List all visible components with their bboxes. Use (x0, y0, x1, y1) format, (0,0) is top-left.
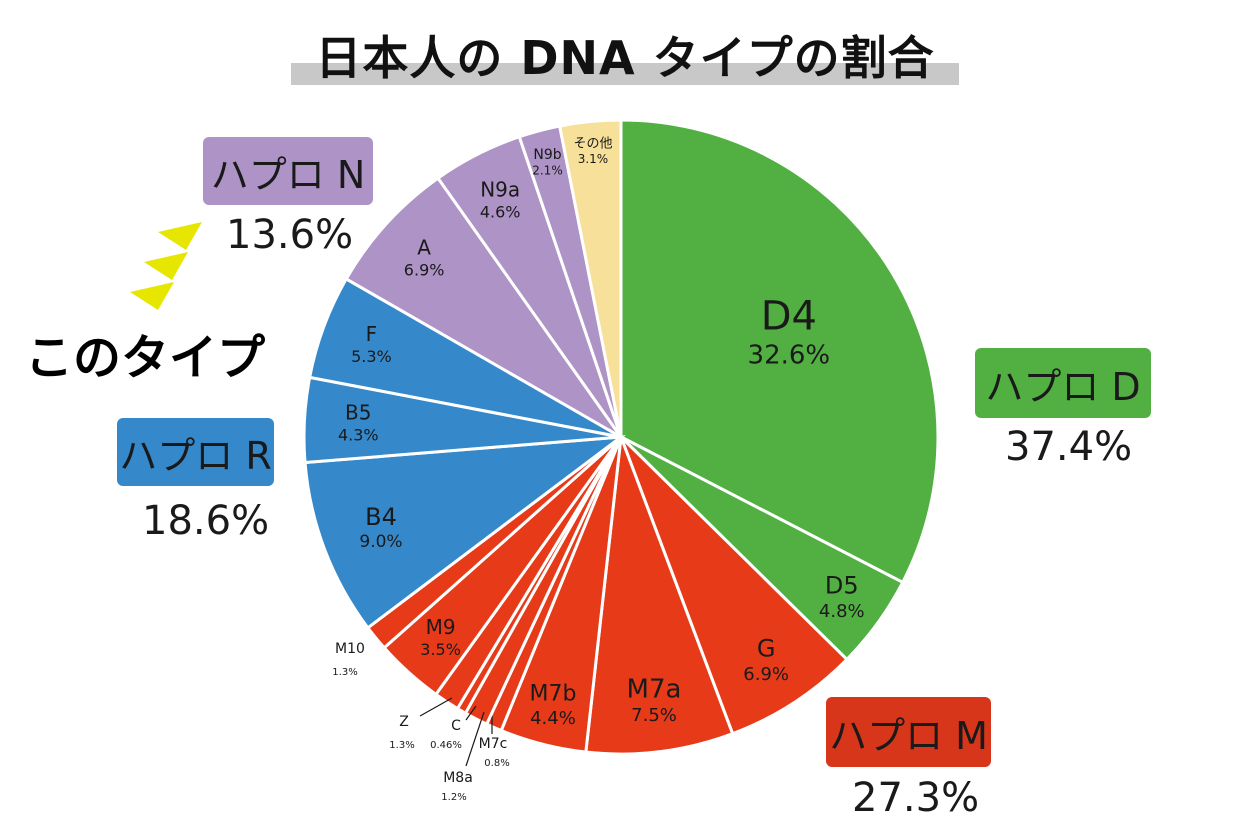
group-label-m: ハプロ M (829, 713, 988, 758)
slice-label-M7b: M7b (529, 682, 576, 707)
slice-label-C: C (451, 718, 461, 734)
slice-value-A: 6.9% (404, 260, 445, 279)
pie-slice-G (619, 435, 849, 736)
callout-text: このタイプ (25, 330, 266, 386)
pie-slice-その他 (557, 118, 623, 438)
leader-line-C (465, 705, 477, 721)
group-box-r: ハプロ R (117, 418, 274, 486)
group-label-d: ハプロ D (985, 364, 1141, 409)
slice-label-D4: D4 (761, 294, 817, 340)
slice-label-D5: D5 (825, 571, 859, 599)
chart-title: 日本人の DNA タイプの割合 (315, 31, 935, 85)
group-box-m: ハプロ M (826, 697, 991, 767)
slice-value-N9a: 4.6% (480, 202, 521, 221)
slice-value-M7c: 0.8% (484, 758, 509, 769)
leader-line-Z (419, 697, 453, 717)
slice-value-M10: 1.3% (332, 667, 357, 678)
slice-label-Z: Z (399, 714, 409, 730)
slice-value-B5: 4.3% (338, 425, 379, 444)
group-percent-d: 37.4% (1005, 424, 1133, 470)
slice-value-D5: 4.8% (819, 601, 865, 622)
slice-value-N9b: 2.1% (532, 164, 563, 178)
slice-value-D4: 32.6% (748, 340, 831, 370)
leader-line-M8a (465, 711, 485, 767)
slice-value-M7a: 7.5% (631, 705, 677, 726)
callout-arrow-2 (144, 252, 188, 280)
slice-value-その他: 3.1% (578, 152, 609, 166)
callout-arrow-3 (130, 282, 174, 310)
slice-value-M7b: 4.4% (530, 708, 576, 729)
pie-slice-A (344, 176, 623, 439)
slice-label-N9b: N9b (533, 147, 561, 163)
slice-value-B4: 9.0% (359, 532, 402, 552)
group-box-d: ハプロ D (975, 348, 1151, 418)
slice-label-N9a: N9a (480, 178, 520, 202)
pie-slice-D4 (619, 118, 940, 585)
group-percent-r: 18.6% (142, 498, 270, 544)
slice-label-M10: M10 (335, 641, 365, 657)
callout-arrow-1 (158, 222, 202, 250)
group-percent-m: 27.3% (852, 775, 980, 821)
slice-label-M9: M9 (426, 615, 456, 639)
slice-label-A: A (417, 235, 431, 259)
group-label-n: ハプロ N (210, 152, 366, 197)
slice-label-M7c: M7c (479, 736, 508, 752)
slice-value-F: 5.3% (351, 347, 392, 366)
callout-arrows-icon (130, 222, 202, 310)
slice-label-B5: B5 (345, 401, 371, 425)
slice-label-B4: B4 (365, 503, 397, 531)
title-underline (291, 63, 959, 85)
slice-label-その他: その他 (573, 136, 612, 151)
slice-label-G: G (757, 635, 776, 663)
slice-value-G: 6.9% (743, 664, 789, 685)
slice-value-Z: 1.3% (389, 740, 414, 751)
pie-slice-M7a (584, 436, 735, 756)
pie-slice-B4 (303, 435, 627, 630)
group-label-r: ハプロ R (119, 433, 272, 478)
slice-value-M8a: 1.2% (441, 792, 466, 803)
slice-label-M7a: M7a (627, 675, 682, 705)
group-box-n: ハプロ N (203, 137, 373, 205)
slice-value-C: 0.46% (430, 740, 462, 751)
slice-label-F: F (366, 322, 378, 346)
slice-value-M9: 3.5% (420, 640, 461, 659)
group-percent-n: 13.6% (226, 212, 354, 258)
slice-label-M8a: M8a (443, 770, 473, 786)
